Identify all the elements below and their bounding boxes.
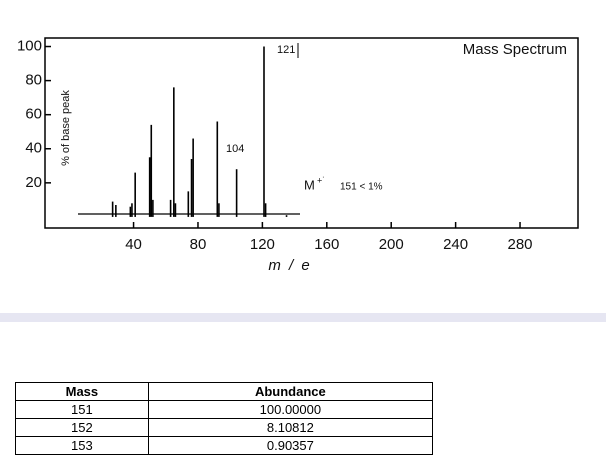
table-cell: 151 xyxy=(15,400,149,419)
annotation: 104 xyxy=(226,143,244,155)
divider-band xyxy=(0,313,606,322)
y-tick-label: 40 xyxy=(25,140,42,157)
y-axis-label: % of base peak xyxy=(60,90,72,166)
data-table: Mass Abundance 151 100.00000 152 8.10812 153… xyxy=(15,382,434,455)
annotation: 151 < 1% xyxy=(340,182,383,193)
table-cell: 100.00000 xyxy=(147,400,434,419)
table-header: Abundance xyxy=(147,382,434,401)
x-tick-label: 80 xyxy=(190,236,207,253)
y-tick-label: 100 xyxy=(17,37,42,54)
table-cell: 152 xyxy=(15,418,149,437)
table-row: 151 100.00000 xyxy=(15,400,434,419)
x-tick-label: 280 xyxy=(508,236,533,253)
y-tick-label: 80 xyxy=(25,72,42,89)
annotation: +˙ xyxy=(317,175,325,185)
annotation: 121 xyxy=(277,44,295,56)
x-tick-label: 120 xyxy=(250,236,275,253)
x-tick-label: 160 xyxy=(314,236,339,253)
table-cell: 8.10812 xyxy=(147,418,434,437)
chart: Mass Spectrum % of base peak m / e 121 1… xyxy=(17,37,579,274)
table-row: 152 8.10812 xyxy=(15,418,434,437)
table-header: Mass xyxy=(15,382,149,401)
table-cell: 0.90357 xyxy=(147,436,434,455)
table-cell: 153 xyxy=(15,436,149,455)
x-axis-label: m / e xyxy=(268,257,311,274)
chart-title: Mass Spectrum xyxy=(463,41,567,58)
x-tick-label: 240 xyxy=(443,236,468,253)
y-tick-label: 20 xyxy=(25,174,42,191)
table-row: 153 0.90357 xyxy=(15,436,434,455)
x-tick-label: 40 xyxy=(125,236,142,253)
y-tick-label: 60 xyxy=(25,106,42,123)
annotation: M xyxy=(304,177,315,192)
x-tick-label: 200 xyxy=(379,236,404,253)
plot-frame xyxy=(44,37,579,229)
